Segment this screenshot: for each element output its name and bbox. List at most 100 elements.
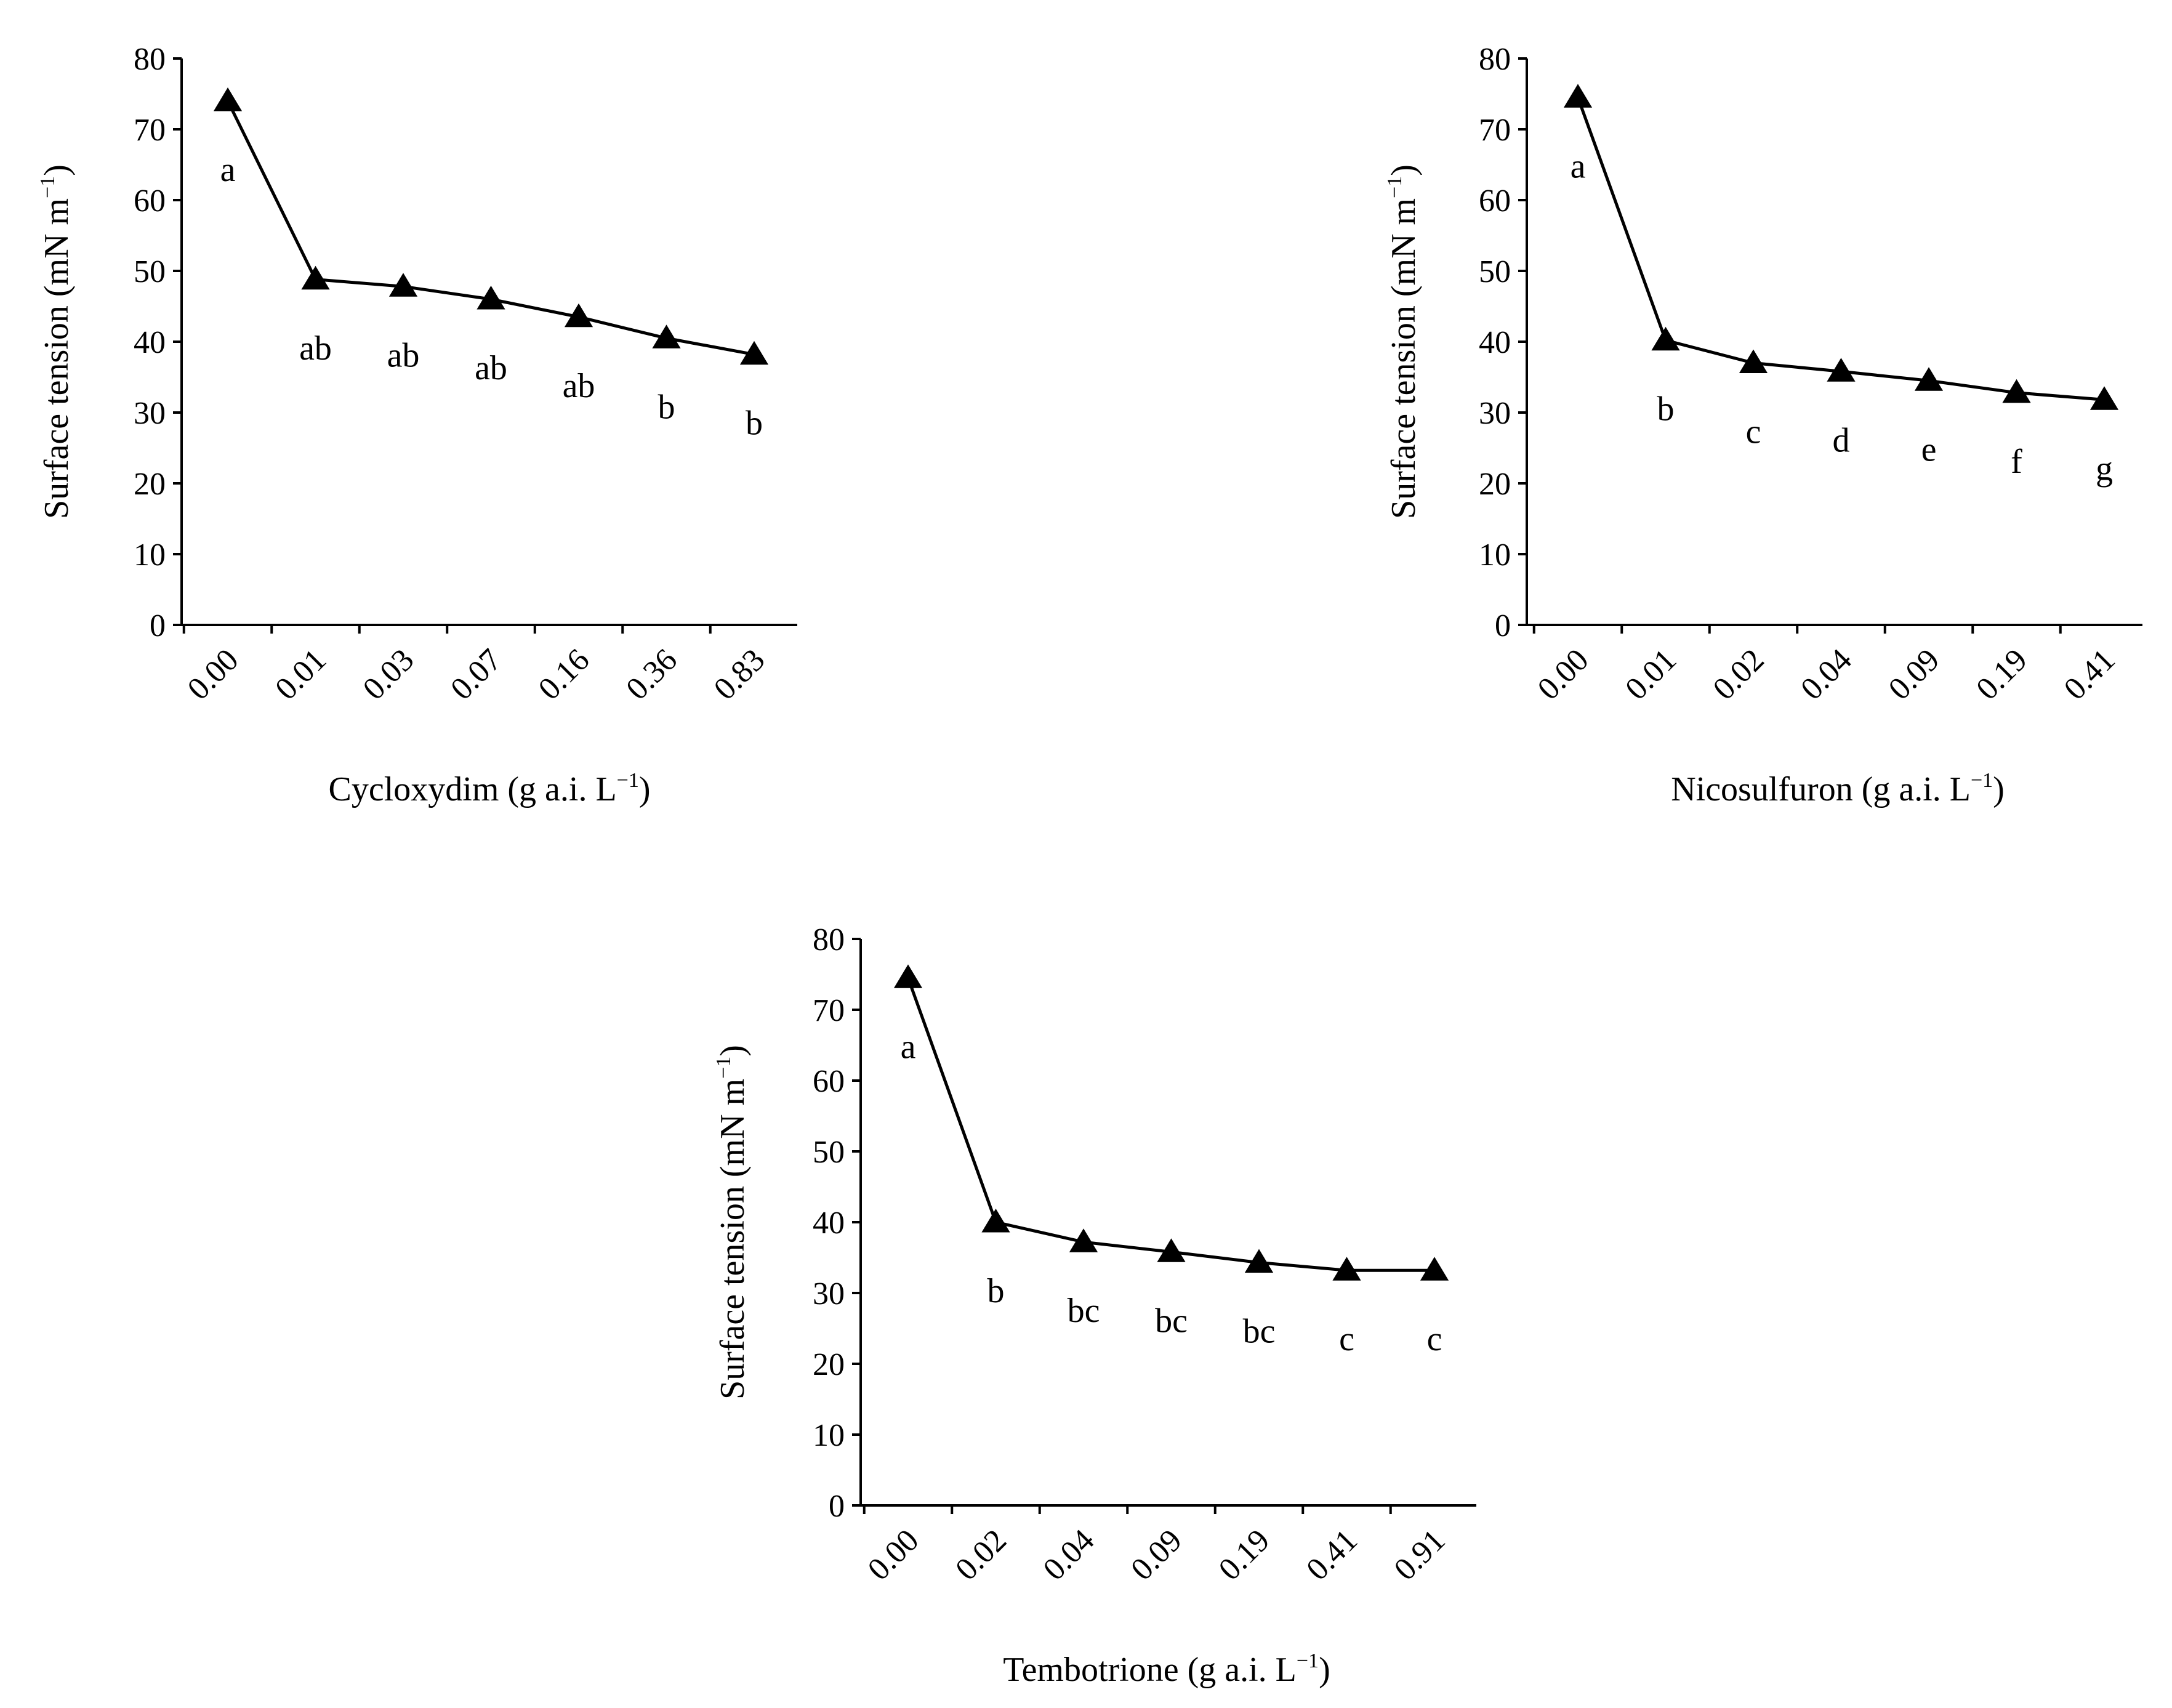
data-point-marker (739, 340, 769, 365)
data-point-marker (1651, 326, 1680, 351)
x-tick-label: 0.00 (181, 642, 246, 707)
x-tick-label: 0.09 (1882, 642, 1947, 707)
series: a b c d e f g (1563, 84, 2119, 488)
data-point-marker (301, 265, 330, 290)
significance-letter: c (1746, 413, 1761, 451)
significance-letter: c (1427, 1320, 1442, 1358)
significance-letter: c (1339, 1320, 1354, 1358)
y-tick-label: 20 (813, 1347, 845, 1382)
y-tick-label: 0 (829, 1489, 845, 1524)
significance-letter: ab (563, 367, 595, 405)
significance-letter: f (2011, 443, 2022, 481)
y-tick-label: 60 (1479, 183, 1511, 219)
x-axis-title: Nicosulfuron (g a.i. L−1) (1671, 769, 2005, 808)
significance-letter: b (658, 388, 675, 426)
significance-letter: ab (475, 349, 507, 387)
x-tick-label: 0.01 (1619, 642, 1683, 707)
data-point-marker (1914, 367, 1944, 391)
y-tick-label: 80 (813, 922, 845, 957)
data-point-marker (1069, 1228, 1098, 1252)
significance-letter: a (901, 1028, 916, 1066)
y-tick-label: 40 (1479, 325, 1511, 360)
data-point-marker (1739, 349, 1768, 373)
x-axis: 0.00 0.01 0.02 0.04 0.09 0.19 0.41 (1527, 624, 2142, 707)
x-tick-label: 0.00 (861, 1523, 926, 1587)
significance-letter: e (1921, 430, 1937, 469)
x-tick-label: 0.83 (707, 642, 772, 707)
y-axis-title: Surface tension (mN m−1) (36, 164, 76, 519)
significance-letter: b (746, 405, 763, 443)
x-tick-label: 0.09 (1124, 1523, 1189, 1587)
x-tick-label: 0.02 (949, 1523, 1013, 1587)
data-point-marker (1420, 1257, 1449, 1281)
data-point-marker (1332, 1257, 1361, 1281)
y-tick-label: 50 (1479, 254, 1511, 289)
x-tick-label: 0.19 (1969, 642, 2034, 707)
x-axis-title: Cycloxydim (g a.i. L−1) (329, 769, 651, 808)
significance-letter: g (2096, 449, 2113, 488)
y-tick-label: 30 (1479, 396, 1511, 431)
x-axis: 0.00 0.01 0.03 0.07 0.16 0.36 0.83 (181, 624, 797, 707)
data-point-marker (564, 303, 593, 328)
significance-letter: bc (1243, 1313, 1276, 1351)
x-tick-label: 0.41 (2057, 642, 2122, 707)
x-axis: 0.00 0.02 0.04 0.09 0.19 0.41 0.91 (861, 1504, 1476, 1587)
data-point-marker (213, 87, 243, 111)
y-tick-label: 60 (134, 183, 166, 219)
x-tick-label: 0.03 (356, 642, 421, 707)
significance-letter: b (1657, 390, 1675, 429)
y-axis: 0 10 20 30 40 50 60 70 80 (134, 42, 183, 643)
x-tick-label: 0.07 (444, 642, 509, 707)
data-point-marker (1563, 84, 1593, 108)
data-point-marker (2090, 386, 2119, 410)
y-tick-label: 0 (150, 608, 166, 643)
x-axis-title: Tembotrione (g a.i. L−1) (1003, 1650, 1330, 1689)
significance-letter: ab (387, 336, 420, 374)
series: a b bc bc bc c c (893, 964, 1449, 1358)
significance-letter: ab (299, 329, 332, 368)
y-tick-label: 60 (813, 1064, 845, 1099)
data-point-marker (2002, 379, 2031, 403)
data-point-marker (652, 324, 681, 348)
y-tick-label: 50 (813, 1135, 845, 1170)
y-tick-label: 70 (134, 113, 166, 148)
data-point-marker (1157, 1238, 1186, 1262)
x-tick-label: 0.41 (1300, 1523, 1364, 1587)
y-tick-label: 80 (134, 42, 166, 77)
y-tick-label: 0 (1495, 608, 1511, 643)
y-axis-title: Surface tension (mN m−1) (1383, 164, 1423, 519)
significance-letter: a (1571, 147, 1586, 185)
y-tick-label: 30 (813, 1276, 845, 1311)
y-tick-label: 10 (1479, 538, 1511, 573)
x-tick-label: 0.00 (1531, 642, 1596, 707)
series-line (1576, 97, 2105, 401)
y-axis: 0 10 20 30 40 50 60 70 80 (1479, 42, 1528, 643)
x-tick-label: 0.02 (1707, 642, 1771, 707)
y-tick-label: 20 (134, 467, 166, 502)
significance-letter: a (220, 151, 236, 189)
y-tick-label: 40 (813, 1206, 845, 1241)
series: a ab ab ab ab b b (213, 87, 769, 443)
x-tick-label: 0.36 (619, 642, 684, 707)
data-point-marker (1244, 1249, 1274, 1273)
y-tick-label: 10 (813, 1418, 845, 1453)
significance-letter: d (1833, 421, 1850, 459)
significance-letter: bc (1155, 1302, 1188, 1340)
y-tick-label: 20 (1479, 467, 1511, 502)
y-axis-title: Surface tension (mN m−1) (712, 1045, 752, 1400)
y-tick-label: 50 (134, 254, 166, 289)
series-line (226, 100, 755, 357)
y-tick-label: 30 (134, 396, 166, 431)
y-tick-label: 10 (134, 538, 166, 573)
x-tick-label: 0.04 (1794, 642, 1859, 707)
y-axis: 0 10 20 30 40 50 60 70 80 (813, 922, 862, 1524)
significance-letter: b (987, 1272, 1005, 1310)
x-tick-label: 0.19 (1212, 1523, 1277, 1587)
y-tick-label: 70 (813, 993, 845, 1028)
y-tick-label: 80 (1479, 42, 1511, 77)
data-point-marker (1827, 358, 1856, 382)
